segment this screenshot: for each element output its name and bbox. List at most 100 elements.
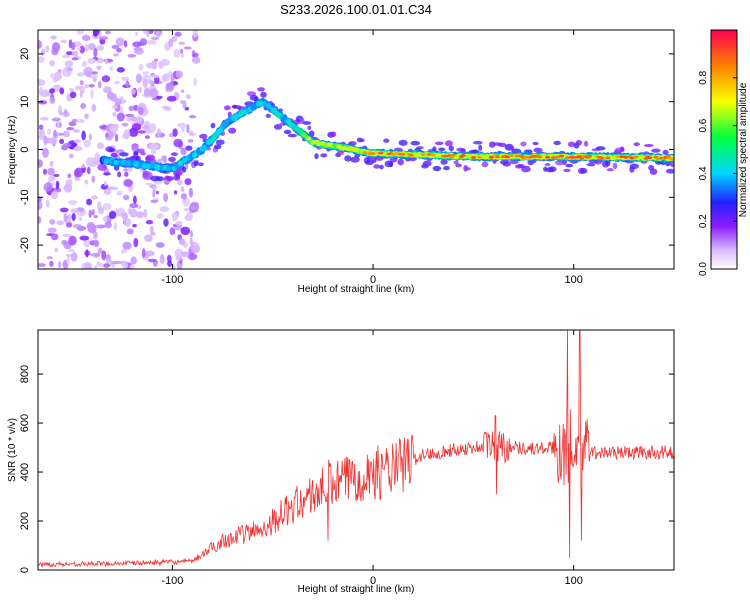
spectrogram-ridge-cell	[655, 157, 661, 161]
spectrogram-noise-blob	[104, 59, 109, 65]
spectrogram-noise-blob	[133, 195, 137, 204]
colorbar: 0.0 0.2 0.4 0.6 0.8 Normalized spectral ampl…	[698, 29, 749, 276]
spectrogram-noise-blob	[173, 190, 178, 195]
spectrogram-noise-blob	[47, 227, 57, 233]
spectrogram-noise-blob	[51, 233, 59, 241]
spectrogram-halo-blob	[142, 170, 149, 178]
spectrogram-noise-blob	[180, 89, 185, 93]
spectrogram-noise-blob	[70, 42, 76, 51]
spectrogram-ridge-cell	[378, 151, 384, 155]
spectrogram-noise-blob	[83, 66, 93, 77]
spectrogram-noise-blob	[43, 168, 47, 175]
spectrogram-noise-blob	[180, 193, 187, 200]
spectrogram-noise-blob	[50, 190, 59, 200]
spectrogram-noise-blob	[47, 167, 55, 176]
spectrogram-noise-blob	[72, 224, 82, 229]
spectrogram-noise-blob	[177, 122, 187, 128]
spectrogram-ridge-cell	[306, 136, 312, 141]
spectrogram-noise-blob	[154, 58, 159, 62]
spectrogram-halo-blob	[580, 167, 588, 174]
spectrogram-ridge-cell	[605, 156, 611, 160]
spectrogram-ridge-cell	[430, 153, 436, 157]
spectrogram-noise-blob	[61, 54, 71, 58]
spectrogram-noise-blob	[75, 119, 85, 123]
spectrogram-noise-blob	[59, 138, 65, 144]
spectrogram-noise-blob	[166, 95, 177, 102]
snr-x-label: Height of straight line (km)	[298, 584, 415, 595]
spectrogram-noise-blob	[147, 258, 157, 263]
spectrogram-halo-blob	[455, 163, 462, 168]
spectrogram-halo-blob	[199, 133, 208, 139]
spectrogram-halo-blob	[444, 140, 453, 147]
spectrogram-noise-blob	[51, 117, 61, 122]
spectrogram-halo-blob	[140, 152, 146, 156]
spectrogram-halo-blob	[555, 160, 565, 166]
spectrogram-ridge-cell	[623, 156, 629, 159]
spectrogram-noise-blob	[66, 256, 71, 266]
spectrogram-y-tick-label: -10	[19, 189, 31, 205]
spectrogram-ridge-cell	[400, 152, 406, 156]
snr-panel: -100 0 100 0 200 400 600 800 Height of straigh…	[7, 329, 675, 595]
spectrogram-noise-blob	[142, 125, 150, 130]
spectrogram-ridge-cell	[145, 163, 151, 170]
spectrogram-noise-blob	[121, 248, 127, 254]
spectrogram-noise-blob	[109, 125, 118, 132]
snr-series-line	[38, 330, 674, 569]
spectrogram-noise-blob	[156, 213, 164, 219]
spectrogram-halo-blob	[185, 145, 193, 151]
spectrogram-halo-blob	[156, 176, 164, 182]
spectrogram-ridge-cell	[587, 154, 593, 158]
spectrogram-noise-blob	[49, 59, 56, 67]
spectrogram-halo-blob	[170, 152, 178, 157]
spectrogram-halo-blob	[388, 161, 394, 168]
spectrogram-halo-blob	[320, 153, 328, 158]
spectrogram-noise-blob	[180, 53, 185, 59]
spectrogram-noise-blob	[57, 261, 62, 269]
spectrogram-ridge-cell	[201, 144, 208, 151]
spectrogram-halo-blob	[344, 155, 352, 162]
spectrogram-noise-blob	[137, 107, 144, 115]
spectrogram-ridge-cell	[316, 141, 322, 147]
spectrogram-noise-blob	[49, 73, 54, 79]
spectrogram-halo-blob	[379, 164, 384, 170]
spectrogram-noise-blob	[76, 72, 85, 77]
spectrogram-noise-blob	[131, 256, 137, 264]
spectrogram-noise-blob	[161, 75, 167, 82]
spectrogram-halo-blob	[633, 142, 640, 147]
spectrogram-noise-blob	[188, 132, 197, 136]
spectrogram-noise-blob	[151, 36, 160, 41]
spectrogram-noise-blob	[38, 263, 46, 267]
spectrogram-x-ticks: -100 0 100	[161, 30, 583, 286]
spectrogram-ridge-cell	[669, 157, 674, 161]
spectrogram-noise-blob	[60, 39, 67, 44]
spectrogram-noise-blob	[147, 39, 157, 45]
spectrogram-noise-blob	[171, 211, 179, 222]
spectrogram-halo-blob	[448, 145, 454, 151]
spectrogram-noise-blob	[155, 95, 163, 99]
spectrogram-noise-blob	[135, 211, 144, 219]
spectrogram-halo-blob	[502, 161, 511, 167]
spectrogram-y-tick-label: 10	[19, 96, 31, 108]
spectrogram-noise-blob	[84, 44, 89, 53]
spectrogram-halo-blob	[553, 140, 561, 146]
spectrogram-noise-blob	[121, 76, 130, 81]
spectrogram-y-ticks: -20 -10 0 10 20	[19, 48, 674, 253]
spectrogram-noise-blob	[174, 226, 183, 231]
spectrogram-noise-blob	[65, 253, 71, 257]
spectrogram-halo-blob	[214, 144, 222, 150]
spectrogram-noise-blob	[131, 116, 137, 122]
spectrogram-noise-blob	[74, 176, 80, 181]
spectrogram-halo-blob	[478, 144, 483, 151]
spectrogram-noise-blob	[125, 113, 135, 117]
spectrogram-noise-blob	[96, 142, 105, 150]
spectrogram-noise-blob	[152, 185, 157, 192]
spectrogram-noise-blob	[53, 71, 62, 82]
spectrogram-noise-blob	[175, 70, 184, 79]
spectrogram-ridge-cell	[476, 155, 482, 159]
spectrogram-halo-blob	[662, 149, 669, 155]
spectrogram-ridge-cell	[258, 100, 264, 107]
spectrogram-halo-blob	[397, 158, 405, 166]
snr-y-tick-label: 400	[19, 463, 31, 481]
spectrogram-noise-blob	[38, 79, 46, 86]
